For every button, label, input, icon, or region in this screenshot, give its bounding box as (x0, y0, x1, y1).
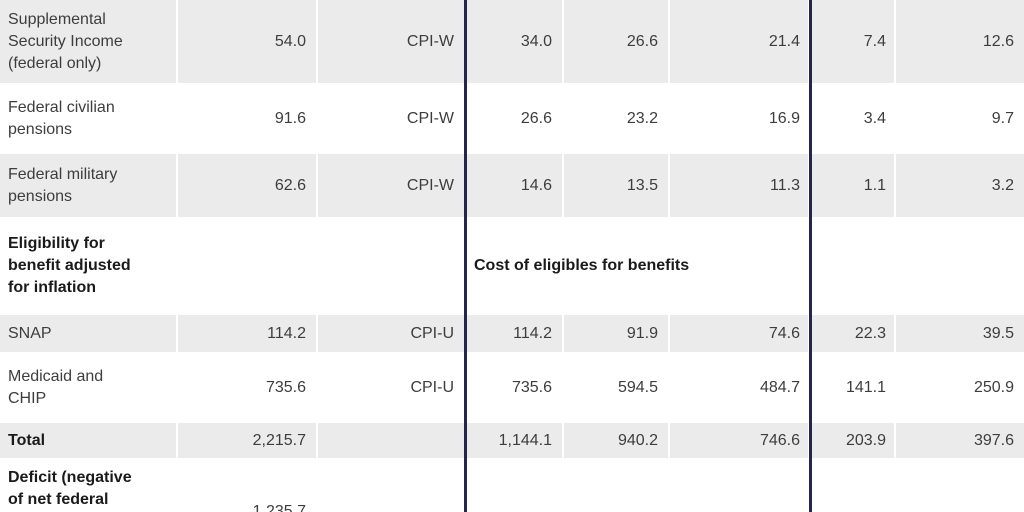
index-cell: CPI-U (318, 315, 466, 355)
empty-cell (810, 220, 896, 315)
empty-cell (896, 461, 1024, 512)
value-cell: 9.7 (896, 86, 1024, 154)
value-cell: 13.5 (564, 154, 670, 220)
program-label: SNAP (0, 315, 178, 355)
program-label: Supplemental Security Income (federal on… (0, 0, 178, 86)
empty-cell (670, 461, 810, 512)
value-cell: 735.6 (466, 355, 564, 423)
program-label: Medicaid and CHIP (0, 355, 178, 423)
amount-cell: 2,215.7 (178, 423, 318, 461)
value-cell: 484.7 (670, 355, 810, 423)
amount-cell: 91.6 (178, 86, 318, 154)
index-cell: CPI-W (318, 0, 466, 86)
row-medicaid-chip: Medicaid and CHIP 735.6 CPI-U 735.6 594.… (0, 355, 1024, 423)
row-supplemental-security-income: Supplemental Security Income (federal on… (0, 0, 1024, 86)
value-cell: 114.2 (466, 315, 564, 355)
value-cell: 21.4 (670, 0, 810, 86)
value-cell: 14.6 (466, 154, 564, 220)
value-cell: 250.9 (896, 355, 1024, 423)
empty-cell (896, 220, 1024, 315)
empty-cell (318, 461, 466, 512)
amount-cell: 114.2 (178, 315, 318, 355)
value-cell: 141.1 (810, 355, 896, 423)
index-cell: CPI-W (318, 154, 466, 220)
value-cell: 39.5 (896, 315, 1024, 355)
program-label: Federal military pensions (0, 154, 178, 220)
value-cell: 940.2 (564, 423, 670, 461)
index-cell: CPI-U (318, 355, 466, 423)
value-cell: 3.4 (810, 86, 896, 154)
column-divider-line-right (809, 0, 812, 512)
amount-cell: 1,235.7 (178, 461, 318, 512)
value-cell: 11.3 (670, 154, 810, 220)
value-cell: 594.5 (564, 355, 670, 423)
row-snap: SNAP 114.2 CPI-U 114.2 91.9 74.6 22.3 39… (0, 315, 1024, 355)
deficit-label: Deficit (negative of net federal (0, 461, 178, 512)
row-federal-military-pensions: Federal military pensions 62.6 CPI-W 14.… (0, 154, 1024, 220)
value-cell: 397.6 (896, 423, 1024, 461)
index-cell: CPI-W (318, 86, 466, 154)
value-cell: 746.6 (670, 423, 810, 461)
row-federal-civilian-pensions: Federal civilian pensions 91.6 CPI-W 26.… (0, 86, 1024, 154)
value-cell: 26.6 (466, 86, 564, 154)
section-title: Eligibility for benefit adjusted for inf… (0, 220, 178, 315)
group-header-cost-of-eligibles: Cost of eligibles for benefits (466, 220, 810, 315)
value-cell: 3.2 (896, 154, 1024, 220)
empty-cell (466, 461, 564, 512)
value-cell: 16.9 (670, 86, 810, 154)
value-cell: 74.6 (670, 315, 810, 355)
empty-cell (564, 461, 670, 512)
column-divider-line-left (464, 0, 467, 512)
value-cell: 7.4 (810, 0, 896, 86)
amount-cell: 735.6 (178, 355, 318, 423)
row-deficit-clipped: Deficit (negative of net federal 1,235.7 (0, 461, 1024, 512)
program-label: Federal civilian pensions (0, 86, 178, 154)
empty-cell (318, 220, 466, 315)
total-label: Total (0, 423, 178, 461)
amount-cell: 54.0 (178, 0, 318, 86)
index-cell (318, 423, 466, 461)
value-cell: 203.9 (810, 423, 896, 461)
row-total: Total 2,215.7 1,144.1 940.2 746.6 203.9 … (0, 423, 1024, 461)
amount-cell: 62.6 (178, 154, 318, 220)
value-cell: 12.6 (896, 0, 1024, 86)
value-cell: 23.2 (564, 86, 670, 154)
value-cell: 1.1 (810, 154, 896, 220)
value-cell: 34.0 (466, 0, 564, 86)
value-cell: 1,144.1 (466, 423, 564, 461)
row-section-header-eligibility: Eligibility for benefit adjusted for inf… (0, 220, 1024, 315)
value-cell: 26.6 (564, 0, 670, 86)
value-cell: 22.3 (810, 315, 896, 355)
empty-cell (178, 220, 318, 315)
value-cell: 91.9 (564, 315, 670, 355)
empty-cell (810, 461, 896, 512)
